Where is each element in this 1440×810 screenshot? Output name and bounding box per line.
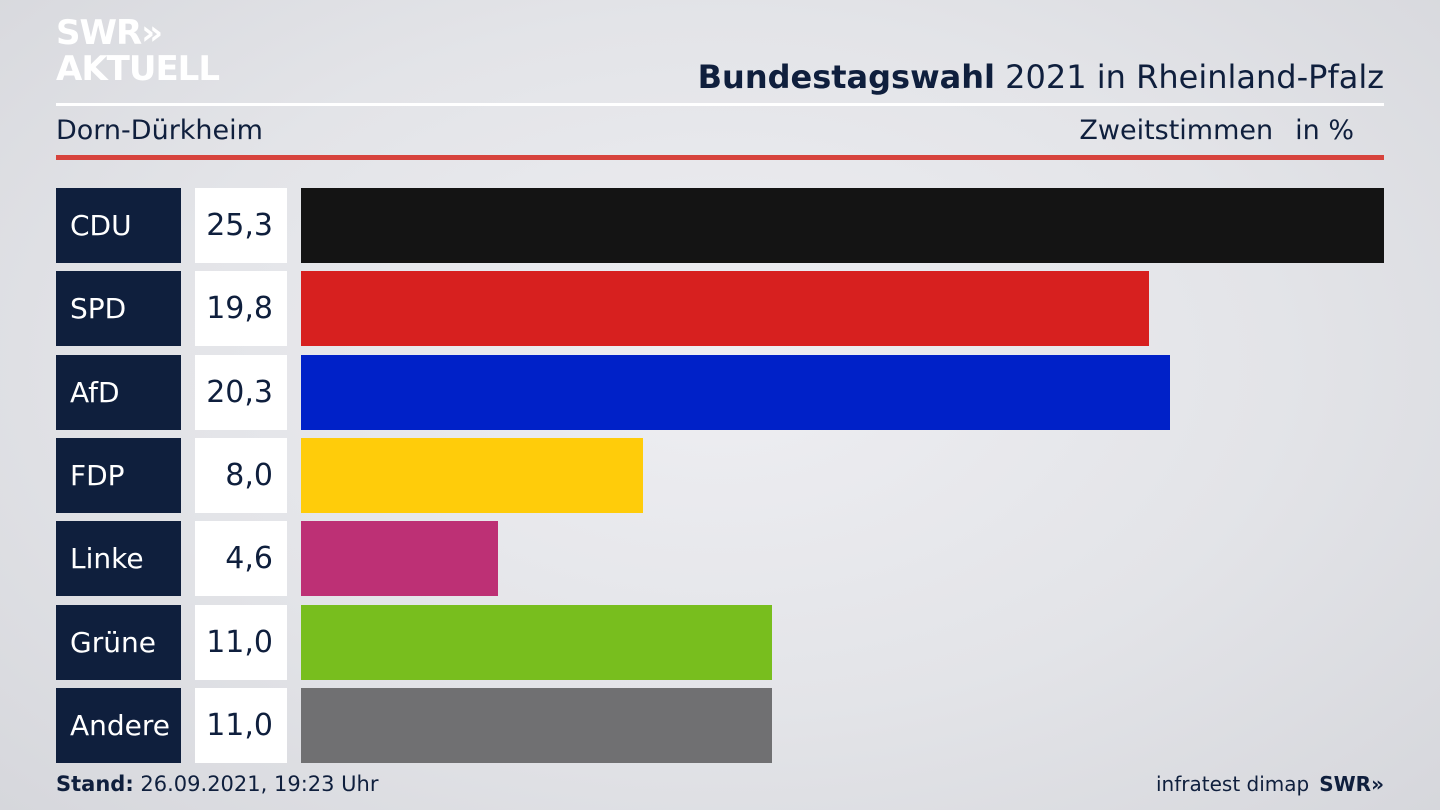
party-label: CDU — [56, 188, 181, 263]
party-label: Grüne — [56, 604, 181, 680]
value-label: 25,3 — [195, 188, 287, 263]
swr-aktuell-logo: SWR» AKTUELL — [56, 13, 220, 89]
bar — [301, 188, 1384, 263]
measure-label: Zweitstimmen in % — [1079, 115, 1354, 146]
value-label: 11,0 — [195, 604, 287, 680]
constituency-name: Dorn-Dürkheim — [56, 115, 263, 146]
swr-brand: SWR» — [1319, 772, 1384, 796]
value-label: 11,0 — [195, 687, 287, 763]
timestamp-value: 26.09.2021, 19:23 Uhr — [133, 772, 379, 796]
bar-row: AfD 20,3 — [56, 354, 1384, 430]
value-label: 8,0 — [195, 437, 287, 513]
source-credit: infratest dimap SWR» — [1156, 772, 1384, 796]
bar-row: CDU 25,3 — [56, 188, 1384, 263]
unit-label: in % — [1295, 115, 1354, 146]
chart-title-bold: Bundestagswahl — [697, 58, 995, 96]
logo-line-1: SWR» — [56, 13, 163, 53]
party-label: AfD — [56, 354, 181, 430]
vote-type-label: Zweitstimmen — [1079, 115, 1274, 146]
party-label: Andere — [56, 687, 181, 763]
bar-row: Andere 11,0 — [56, 687, 1384, 763]
bar — [301, 687, 772, 763]
logo-line-2: AKTUELL — [56, 49, 220, 89]
bar — [301, 604, 772, 680]
bar — [301, 521, 498, 597]
party-label: FDP — [56, 437, 181, 513]
bar-row: Grüne 11,0 — [56, 604, 1384, 680]
party-label: SPD — [56, 271, 181, 347]
timestamp: Stand: 26.09.2021, 19:23 Uhr — [56, 772, 379, 796]
chart-title-rest: 2021 in Rheinland-Pfalz — [995, 58, 1384, 96]
bar-row: FDP 8,0 — [56, 437, 1384, 513]
bar — [301, 437, 643, 513]
title-divider — [56, 103, 1384, 106]
chart-title: Bundestagswahl 2021 in Rheinland-Pfalz — [698, 58, 1384, 96]
timestamp-label: Stand: — [56, 772, 134, 796]
party-label: Linke — [56, 521, 181, 597]
value-label: 20,3 — [195, 354, 287, 430]
bar-row: Linke 4,6 — [56, 521, 1384, 597]
source-name: infratest dimap — [1156, 772, 1310, 796]
value-label: 19,8 — [195, 271, 287, 347]
bar-row: SPD 19,8 — [56, 271, 1384, 347]
value-label: 4,6 — [195, 521, 287, 597]
bar — [301, 271, 1149, 347]
bar — [301, 354, 1170, 430]
header-accent-rule — [56, 155, 1384, 160]
